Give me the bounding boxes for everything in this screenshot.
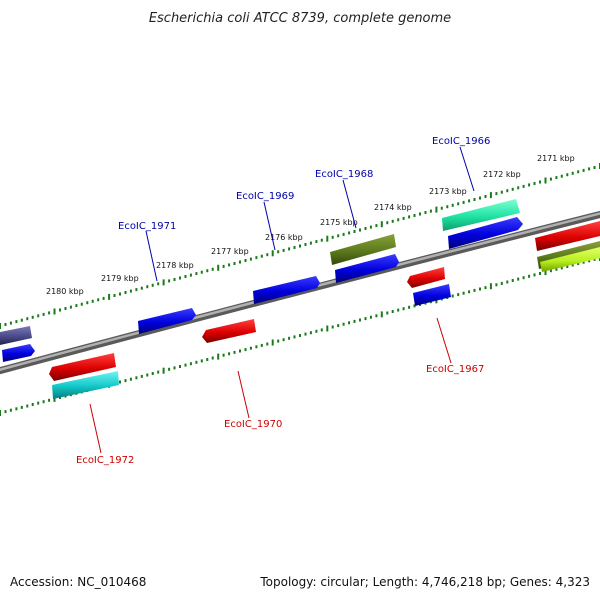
scale-label: 2176 kbp <box>265 233 303 242</box>
scale-ticks-outer <box>0 163 600 329</box>
gene-arrow-ecoic-1972-red[interactable] <box>49 353 116 381</box>
gene-arrow-right-lime[interactable] <box>540 247 600 272</box>
gene-label-ecoic-1966[interactable]: EcoIC_1966 <box>432 136 490 147</box>
accession-text: Accession: NC_010468 <box>10 575 146 589</box>
gene-label-ecoic-1971[interactable]: EcoIC_1971 <box>118 221 176 232</box>
gene-arrow-left-blue[interactable] <box>2 344 35 362</box>
gene-features <box>0 199 600 399</box>
gene-label-ecoic-1972[interactable]: EcoIC_1972 <box>76 455 134 466</box>
scale-label: 2177 kbp <box>211 247 249 256</box>
gene-label-ecoic-1969[interactable]: EcoIC_1969 <box>236 191 294 202</box>
gene-arrow-ecoic-1972-cyan[interactable] <box>52 371 119 399</box>
gene-arrow-ecoic-1968-olive[interactable] <box>330 234 396 265</box>
gene-arrow-right-red[interactable] <box>535 221 600 251</box>
gene-label-ecoic-1967[interactable]: EcoIC_1967 <box>426 364 484 375</box>
gene-arrow-ecoic-1971[interactable] <box>138 308 196 334</box>
scale-label: 2171 kbp <box>537 154 575 163</box>
scale-label: 2175 kbp <box>320 218 358 227</box>
scale-label: 2172 kbp <box>483 170 521 179</box>
gene-arrow-ecoic-1970[interactable] <box>202 319 256 343</box>
gene-leader-lines <box>89 146 475 454</box>
gene-label-ecoic-1970[interactable]: EcoIC_1970 <box>224 419 282 430</box>
gene-labels: EcoIC_1966 EcoIC_1967 EcoIC_1968 EcoIC_1… <box>76 136 490 466</box>
gene-arrow-left-purple[interactable] <box>0 326 32 345</box>
scale-label: 2174 kbp <box>374 203 412 212</box>
scale-label: 2179 kbp <box>101 274 139 283</box>
scale-label: 2180 kbp <box>46 287 84 296</box>
scale-label: 2178 kbp <box>156 261 194 270</box>
genome-info-text: Topology: circular; Length: 4,746,218 bp… <box>259 575 590 589</box>
map-title: Escherichia coli ATCC 8739, complete gen… <box>149 11 451 26</box>
scale-labels: 2171 kbp 2172 kbp 2173 kbp 2174 kbp 2175… <box>46 154 575 296</box>
gene-arrow-ecoic-1967[interactable] <box>413 284 451 306</box>
scale-ticks-inner <box>0 255 600 416</box>
gene-arrow-teal[interactable] <box>442 199 520 231</box>
scale-label: 2173 kbp <box>429 187 467 196</box>
gene-arrow-ecoic-1969[interactable] <box>253 276 320 304</box>
gene-arrow-ecoic-1968[interactable] <box>335 254 399 283</box>
gene-label-ecoic-1968[interactable]: EcoIC_1968 <box>315 169 373 180</box>
gene-arrow-ecoic-1966[interactable] <box>448 217 523 249</box>
gene-arrow-ecoic-1967-a[interactable] <box>407 267 445 288</box>
